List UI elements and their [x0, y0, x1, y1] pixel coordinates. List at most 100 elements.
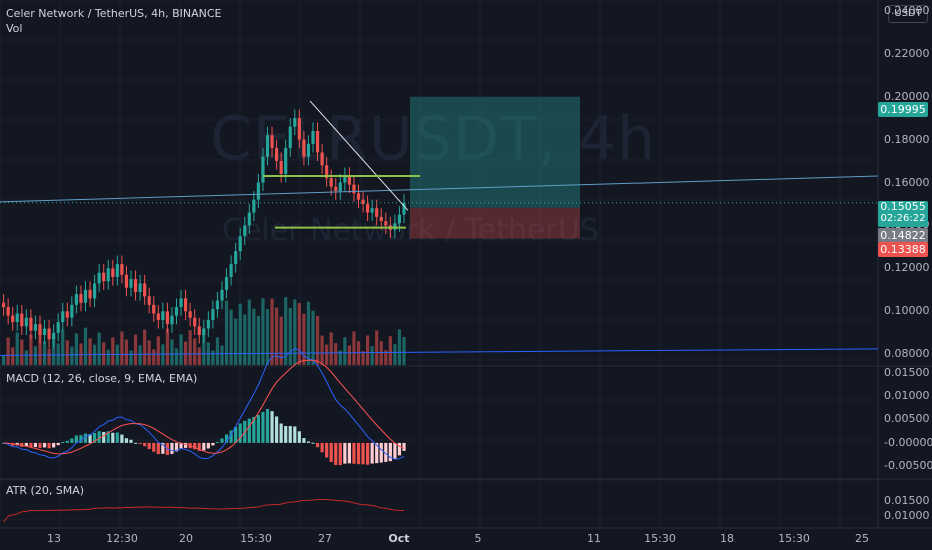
macd-histogram-bar: [211, 442, 215, 446]
candle-body: [370, 208, 374, 213]
macd-tick-label: -0.00500: [884, 459, 932, 473]
stop-price-badge: 0.13388: [878, 242, 928, 257]
macd-histogram-bar: [306, 441, 311, 443]
volume-bar: [229, 309, 233, 365]
candle-body: [79, 294, 83, 303]
candle-body: [6, 307, 10, 316]
candle-body: [124, 274, 129, 288]
volume-bar: [238, 303, 242, 365]
candle-body: [247, 212, 251, 226]
macd-histogram-bar: [52, 442, 56, 448]
price-tick-label: 0.08000: [884, 347, 930, 361]
volume-bar: [111, 337, 115, 365]
time-tick-label: 18: [720, 532, 734, 545]
candle-body: [215, 300, 220, 310]
macd-histogram-bar: [361, 442, 365, 465]
atr-tick-label: 0.01500: [884, 494, 930, 507]
candle-body: [375, 208, 379, 217]
watermark-name: Celer Network / TetherUS: [222, 213, 599, 248]
macd-title[interactable]: MACD (12, 26, close, 9, EMA, EMA): [6, 372, 198, 385]
volume-bar: [202, 334, 206, 365]
macd-histogram-bar: [338, 442, 342, 466]
candle-body: [347, 176, 351, 185]
volume-bar: [288, 308, 292, 365]
candle-body: [402, 202, 406, 215]
macd-histogram-bar: [143, 442, 147, 447]
macd-histogram-bar: [393, 442, 397, 459]
candle-body: [129, 279, 133, 288]
macd-histogram-bar: [206, 442, 210, 449]
candle-body: [29, 317, 33, 331]
macd-histogram-bar: [311, 442, 315, 444]
volume-bar: [79, 343, 83, 365]
macd-histogram-bar: [256, 414, 260, 443]
volume-bar: [293, 299, 297, 365]
macd-histogram-bar: [83, 433, 88, 443]
macd-histogram-bar: [302, 438, 306, 443]
volume-label: Vol: [6, 22, 23, 35]
macd-histogram-bar: [252, 416, 256, 443]
macd-histogram-bar: [193, 442, 197, 450]
macd-histogram-bar: [61, 442, 65, 444]
volume-bar: [215, 337, 220, 365]
macd-histogram-bar: [379, 442, 383, 463]
candle-body: [366, 203, 370, 213]
candle-body: [220, 289, 224, 301]
macd-histogram-bar: [129, 439, 133, 443]
volume-bar: [61, 329, 65, 365]
macd-histogram-bar: [179, 442, 183, 449]
volume-bar: [161, 344, 165, 365]
volume-bar: [29, 334, 33, 365]
macd-histogram-bar: [24, 442, 28, 447]
time-tick-label: 25: [855, 532, 869, 545]
candle-body: [38, 324, 42, 335]
macd-histogram-bar: [370, 442, 374, 464]
candle-body: [343, 176, 347, 183]
candle-body: [334, 186, 338, 192]
macd-histogram-bar: [384, 442, 388, 462]
volume-bar: [256, 315, 260, 365]
volume-bar: [11, 347, 15, 365]
volume-bar: [70, 346, 74, 365]
candle-body: [338, 182, 342, 192]
macd-histogram-bar: [115, 432, 119, 443]
macd-histogram-bar: [343, 442, 347, 464]
volume-bar: [284, 297, 288, 365]
macd-histogram-bar: [170, 442, 174, 454]
volume-bar: [243, 314, 247, 365]
volume-bar: [252, 308, 256, 365]
time-tick-label: 11: [587, 532, 601, 545]
candle-body: [52, 332, 56, 340]
candle-body: [293, 118, 297, 127]
macd-histogram-bar: [70, 438, 74, 443]
candle-body: [234, 251, 238, 265]
time-tick-label: 12:30: [106, 532, 138, 545]
volume-bar: [33, 346, 38, 365]
candle-body: [265, 135, 270, 157]
candle-body: [115, 264, 119, 277]
volume-bar: [156, 336, 160, 365]
candle-body: [147, 296, 151, 305]
entry-price-badge: 0.14822: [878, 228, 928, 243]
macd-histogram-bar: [56, 442, 60, 446]
currency-button[interactable]: USDT: [888, 5, 928, 23]
macd-histogram-bar: [184, 442, 188, 448]
macd-histogram-bar: [97, 431, 101, 443]
volume-bar: [370, 346, 374, 365]
macd-histogram-bar: [397, 442, 402, 456]
macd-histogram-bar: [215, 442, 220, 444]
candle-body: [152, 304, 156, 314]
atr-title[interactable]: ATR (20, SMA): [6, 484, 85, 497]
volume-bar: [320, 335, 324, 365]
candle-body: [33, 324, 38, 331]
candle-body: [97, 272, 101, 284]
macd-histogram-bar: [270, 411, 274, 443]
volume-bar: [102, 342, 106, 365]
volume-bar: [47, 348, 51, 365]
volume-bar: [247, 299, 251, 365]
volume-bar: [184, 341, 188, 365]
symbol-title[interactable]: Celer Network / TetherUS, 4h, BINANCE: [6, 7, 222, 20]
candle-body: [315, 130, 320, 153]
support-line: [0, 348, 879, 356]
